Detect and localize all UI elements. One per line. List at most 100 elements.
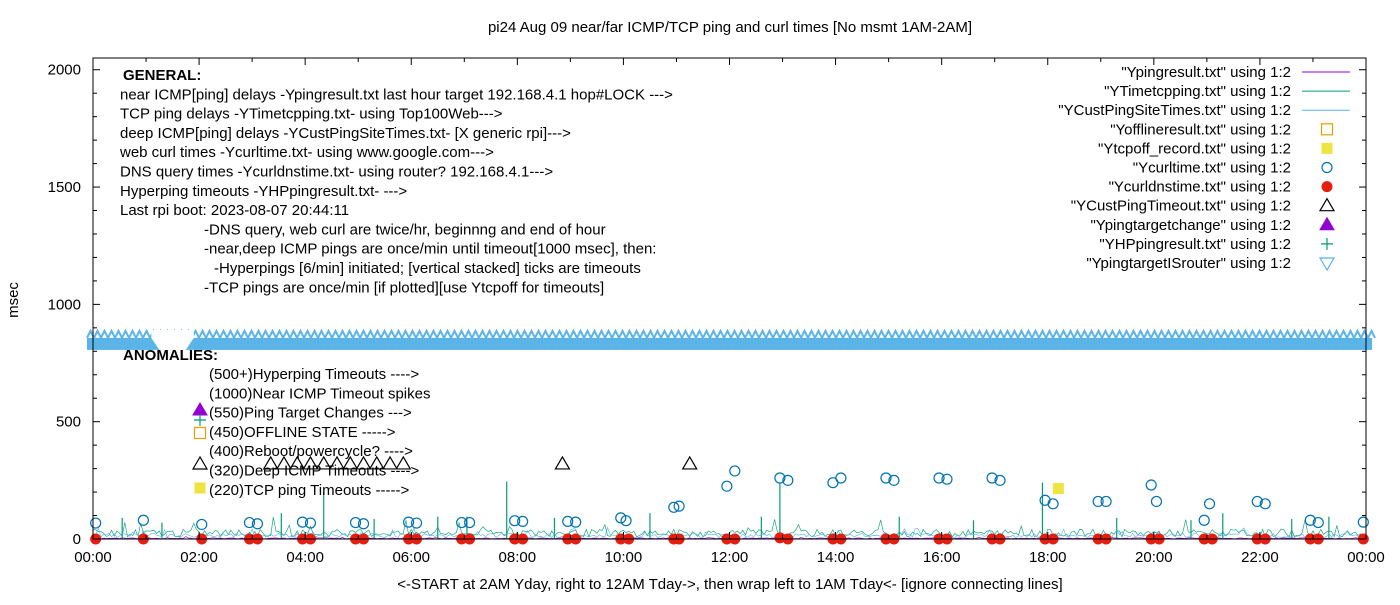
anomaly-key-target-change-icon [192,402,208,416]
general-note-line: TCP ping delays -YTimetcpping.txt- using… [120,106,503,123]
legend: "Ypingresult.txt" using 1:2 "YTimetcpping… [1058,64,1350,272]
data-point-open-triangle [275,455,292,470]
data-point-open-circle [410,517,423,529]
legend-label: "Ycurltime.txt" using 1:2 [1133,160,1291,177]
x-tick-label: 20:00 [1135,549,1173,566]
x-tick-label: 02:00 [180,549,218,566]
anomaly-line: (1000)Near ICMP Timeout spikes [209,385,430,402]
data-point-open-circle [304,517,317,529]
data-point-open-circle [1150,495,1163,508]
data-point-open-triangle [681,455,698,470]
data-point-open-circle [1304,514,1316,526]
general-note-line: deep ICMP[ping] delays -YCustPingSiteTim… [120,125,571,142]
hyperping-band [87,337,1372,350]
anomaly-key-tcp-timeout-icon [194,482,206,494]
data-point-open-triangle [315,455,332,470]
x-tick-label: 04:00 [286,549,324,566]
data-point-open-triangle [262,455,279,470]
general-note-line: -TCP pings are once/min [if plotted][use… [204,279,604,296]
data-point-open-circle [1092,495,1104,508]
data-point-open-triangle [302,455,319,470]
band-gap [151,329,194,352]
data-point-open-circle [1100,495,1112,508]
data-point-open-circle [673,500,685,512]
x-tick-label: 22:00 [1241,549,1279,566]
data-point-open-circle [782,474,794,486]
x-tick-label: 14:00 [817,549,855,566]
data-point-open-circle [90,517,102,529]
anomaly-line: (400)Reboot/powercycle? ----> [209,443,413,460]
legend-label: "YpingtargetISrouter" using 1:2 [1086,255,1291,272]
data-point-open-circle [1357,516,1369,528]
y-axis-label: msec [5,282,22,318]
legend-swatch-open-triangle [1318,197,1336,212]
data-point-open-circle [296,516,309,528]
data-point-open-circle [729,465,741,477]
data-point-open-circle [721,480,733,492]
legend-label: "Ypingresult.txt" using 1:2 [1121,64,1291,81]
data-point-open-circle [137,514,149,526]
data-point-open-circle [509,515,521,527]
general-note-line: -near,deep ICMP pings are once/min until… [204,241,656,258]
general-note-line: GENERAL: [123,67,201,84]
anomaly-line: (500+)Hyperping Timeouts ----> [209,366,419,383]
data-point-open-circle [1145,479,1157,491]
data-point-open-circle [620,515,632,527]
legend-swatch-open-triangle-down [1318,257,1336,272]
general-note-line: web curl times -Ycurltime.txt- using www… [119,144,494,161]
x-tick-label: 08:00 [499,549,537,566]
x-axis-label: <-START at 2AM Yday, right to 12AM Tday-… [397,576,1062,593]
notes-layer: GENERAL: near ICMP[ping] delays -Ypingres… [119,67,673,499]
data-point-open-circle [888,474,900,486]
legend-swatch-filled-circle [1321,181,1333,193]
data-point-open-triangle [381,455,399,470]
data-point-open-circle [349,516,362,529]
chart-title: pi24 Aug 09 near/far ICMP/TCP ping and c… [488,19,972,36]
general-note-line: near ICMP[ping] delays -Ypingresult.txt … [120,86,673,103]
data-point-open-circle [1203,498,1216,510]
anomaly-line: (550)Ping Target Changes ---> [209,405,412,422]
data-point-filled-square [1052,483,1064,495]
data-point-open-triangle [554,455,571,470]
x-tick-label: 12:00 [711,549,749,566]
x-tick-label: 00:00 [1347,549,1385,566]
anomaly-line: (450)OFFLINE STATE -----> [209,424,396,441]
legend-swatch-plus [1321,237,1333,250]
hyperping-band-edge [86,328,1376,341]
legend-label: "YHPpingresult.txt" using 1:2 [1099,236,1291,253]
data-point-open-triangle [289,455,306,470]
data-point-open-triangle [328,455,346,470]
anomalies-title: ANOMALIES: [123,347,218,364]
data-point-open-triangle [395,455,412,470]
x-tick-label: 06:00 [392,549,430,566]
data-point-open-circle [880,472,892,484]
data-point-open-circle [1259,498,1271,510]
legend-swatch-open-circle [1321,161,1333,174]
axes-layer: 0 500 1000 1500 2000 00:00 02:00 04:00 06:00 08:0… [48,58,1385,566]
general-note-line: -Hyperpings [6/min] initiated; [vertical… [214,260,641,277]
y-tick-label: 0 [73,531,81,548]
data-point-open-circle [196,518,208,531]
legend-label: "Ypingtargetchange" using 1:2 [1090,217,1291,234]
data-point-open-circle [562,515,574,528]
band-gap-edge [185,337,198,350]
x-tick-label: 18:00 [1029,549,1067,566]
data-point-open-circle [402,516,415,528]
data-point-open-circle [941,473,953,485]
data-point-open-circle [615,512,627,524]
legend-label: "Yofflineresult.txt" using 1:2 [1110,121,1291,138]
anomaly-key-deep-timeout-icon [191,455,209,470]
data-point-open-circle [668,501,680,513]
anomaly-key-offline-icon [193,426,207,440]
data-point-open-circle [1047,498,1059,510]
x-tick-label: 00:00 [74,549,112,566]
legend-label: "YCustPingTimeout.txt" using 1:2 [1071,198,1291,215]
data-point-open-triangle [342,455,359,470]
data-point-open-circle [517,515,529,528]
general-note-line: Last rpi boot: 2023-08-07 20:44:11 [120,202,349,219]
y-tick-label: 1500 [48,179,81,196]
legend-label: "Ycurldnstime.txt" using 1:2 [1109,179,1291,196]
data-point-open-circle [1312,516,1324,529]
data-point-open-circle [357,518,370,530]
